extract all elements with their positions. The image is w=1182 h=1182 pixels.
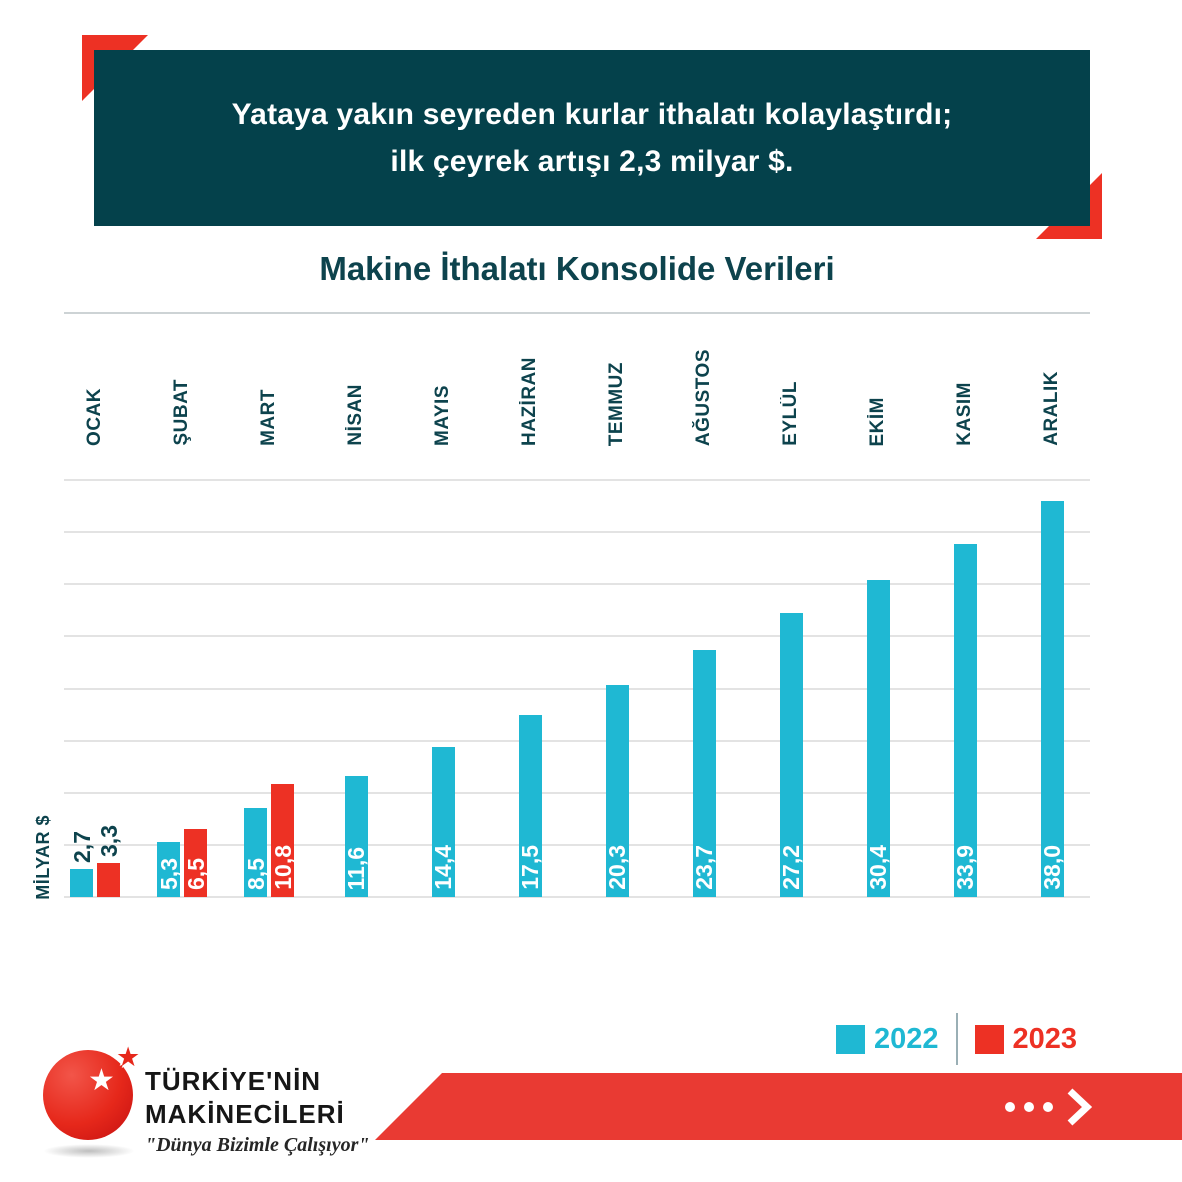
gridline-30	[64, 583, 1090, 586]
legend-swatch-2022	[836, 1024, 865, 1054]
headline-banner: Yataya yakın seyreden kurlar ithalatı ko…	[94, 50, 1090, 226]
legend-item-2023: 2023	[974, 1022, 1078, 1056]
bar-2023	[271, 784, 294, 897]
bar-chart-plot-area: MİLYAR $ 2,7 3,3 5,3 6,5 8,5 10,8 11,6 14,4 17,5…	[33, 479, 1090, 900]
gridline-20	[64, 687, 1090, 690]
legend-divider	[955, 1013, 958, 1065]
chart-title: Makine İthalatı Konsolide Verileri	[319, 250, 835, 287]
headline-line-1: Yataya yakın seyreden kurlar ithalatı ko…	[231, 98, 953, 131]
brand-name-line-1: TÜRKİYE'NİN	[145, 1066, 322, 1096]
gridline-35	[64, 531, 1090, 534]
bar-2022	[866, 580, 890, 897]
ellipsis-dot-icon	[1024, 1101, 1034, 1112]
gridline-10	[64, 791, 1090, 794]
month-label-aralik: ARALIK	[1041, 371, 1062, 446]
bar-value-label: 10,8	[269, 845, 296, 890]
gridline-5	[64, 843, 1090, 846]
month-label-şubat: ŞUBAT	[171, 379, 192, 446]
month-label-eylül: EYLÜL	[780, 381, 801, 446]
month-label-hazi̇ran: HAZİRAN	[519, 357, 540, 446]
month-label-ağustos: AĞUSTOS	[693, 348, 714, 446]
bar-2022	[157, 841, 180, 897]
brand-lockup: TÜRKİYE'NİN MAKİNECİLERİ "Dünya Bizimle …	[145, 1066, 369, 1157]
bar-value-label: 3,3	[95, 824, 122, 857]
bar-value-label: 11,6	[343, 846, 369, 891]
y-axis-label: MİLYAR $	[33, 815, 53, 900]
bar-value-label: 14,4	[430, 845, 456, 890]
bar-2022	[431, 746, 455, 897]
bar-2023	[184, 829, 207, 897]
bar-2022	[605, 685, 629, 897]
bar-2022	[344, 776, 368, 897]
logo-shadow	[43, 1144, 135, 1158]
legend-item-2022: 2022	[836, 1023, 939, 1056]
gridline-0	[64, 896, 1090, 898]
bar-value-label: 2,7	[68, 830, 95, 863]
brand-tagline: "Dünya Bizimle Çalışıyor"	[145, 1134, 370, 1156]
bar-2022	[70, 868, 93, 897]
month-label-kasim: KASIM	[954, 382, 975, 446]
month-axis-labels: OCAK ŞUBAT MART NİSAN MAYIS HAZİRAN TEMMUZ AĞUS…	[64, 328, 1090, 446]
chart-legend: 2022 2023	[836, 1012, 1077, 1066]
legend-label-2022: 2022	[874, 1022, 939, 1055]
bar-2022	[244, 808, 267, 897]
bar-value-label: 8,5	[242, 858, 269, 890]
star-icon: ★	[116, 1042, 141, 1073]
more-arrow-button[interactable]	[1005, 1073, 1092, 1140]
bar-value-label: 17,5	[517, 845, 543, 890]
gridline-15	[64, 739, 1090, 742]
bar-value-label: 30,4	[865, 845, 891, 890]
bar-value-label: 20,3	[604, 845, 630, 890]
ellipsis-dot-icon	[1005, 1101, 1015, 1112]
bar-2022	[1040, 500, 1064, 897]
bar-value-label: 5,3	[155, 858, 182, 890]
chart-top-rule	[64, 312, 1090, 314]
bar-2022	[692, 649, 716, 897]
bar-2023	[97, 862, 120, 897]
month-label-mayis: MAYIS	[432, 385, 453, 446]
legend-label-2023: 2023	[1012, 1022, 1078, 1055]
brand-logo-circle	[43, 1050, 133, 1140]
bar-value-label: 33,9	[952, 845, 978, 890]
bar-2022	[953, 543, 977, 897]
bar-2022	[518, 714, 542, 897]
month-label-mart: MART	[258, 389, 279, 446]
ellipsis-dot-icon	[1043, 1101, 1053, 1112]
bar-2022	[779, 613, 803, 897]
gridline-40	[64, 479, 1090, 481]
headline-line-2: ilk çeyrek artışı 2,3 milyar $.	[390, 145, 794, 178]
legend-swatch-2023	[974, 1024, 1004, 1054]
star-icon: ★	[88, 1063, 115, 1098]
bar-value-label: 23,7	[691, 845, 717, 890]
month-label-ni̇san: NİSAN	[345, 384, 366, 446]
month-label-ocak: OCAK	[84, 388, 105, 446]
brand-name-line-2: MAKİNECİLERİ	[145, 1099, 345, 1129]
gridline-25	[64, 635, 1090, 638]
month-label-eki̇m: EKİM	[867, 396, 888, 447]
bar-value-label: 38,0	[1039, 845, 1065, 890]
chevron-right-icon	[1067, 1087, 1092, 1126]
bar-value-label: 6,5	[182, 858, 209, 890]
month-label-temmuz: TEMMUZ	[606, 361, 627, 446]
bar-value-label: 27,2	[778, 845, 804, 890]
